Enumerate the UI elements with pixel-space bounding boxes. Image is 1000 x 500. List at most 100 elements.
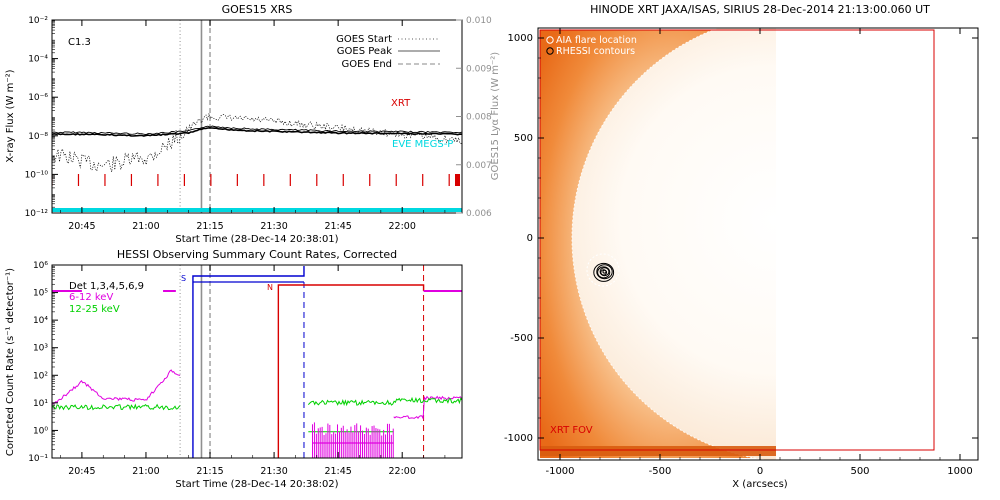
goes-x-tick-label: 21:45 (324, 221, 351, 232)
goes-x-tick-label: 21:15 (196, 221, 223, 232)
xrt-bottom-band (540, 446, 776, 456)
series-xrt (52, 127, 462, 137)
goes-y2-tick-label: 0.010 (466, 16, 492, 26)
goes-y-tick-label: 10⁻¹² (25, 209, 49, 219)
xrt-x-tick-label: -1000 (545, 466, 574, 477)
hessi-saa-bar (192, 266, 305, 458)
rhessi-contour (599, 267, 610, 277)
xrt-y-tick-label: 500 (514, 133, 533, 144)
goes-xrs-panel: GOES15 XRS 10⁻¹² 10⁻¹⁰ 10⁻⁸ 10⁻⁶ 10⁻⁴ 10⁻² 0.… (5, 3, 501, 245)
goes-y2-axis: 0.006 0.007 0.008 0.009 0.010 (456, 16, 492, 219)
legend-aia: AIA flare location (556, 35, 637, 46)
goes-legend: GOES Start GOES Peak GOES End (336, 34, 440, 70)
goes-y2-tick-label: 0.009 (466, 64, 492, 74)
goes-plot-area (52, 20, 462, 213)
legend-aia-marker (546, 36, 554, 44)
hessi-x-tick-label: 21:30 (260, 466, 287, 477)
xrt-fov-label: XRT FOV (550, 425, 593, 436)
goes-frame (51, 19, 463, 214)
hessi-x-tick-label: 20:45 (68, 466, 95, 477)
goes-ylabel: X-ray Flux (W m⁻²) (5, 69, 16, 162)
hessi-attenuator-markers (52, 265, 462, 458)
rhessi-contours (586, 253, 620, 287)
hessi-y-axis: 10⁻¹ 10⁰ 10¹ 10² 10³ 10⁴ 10⁵ 10⁶ (28, 261, 58, 464)
goes-eve-label: EVE MEGS-P (392, 139, 453, 150)
xrt-legend: AIA flare location RHESSI contours (546, 35, 637, 57)
hessi-y-tick-label: 10² (33, 371, 48, 381)
xrt-fov (539, 29, 935, 451)
xrt-y-tick-label: 1000 (508, 33, 533, 44)
hessi-y-tick-label: 10⁰ (33, 426, 48, 436)
xrt-y-axis: -1000 -500 0 500 1000 (504, 33, 978, 444)
hessi-y-tick-label: 10³ (33, 344, 48, 354)
hessi-title: HESSI Observing Summary Count Rates, Cor… (117, 248, 397, 261)
hessi-y-tick-label: 10⁻¹ (28, 454, 48, 464)
hessi-ylabel: Corrected Count Rate (s⁻¹ detector⁻¹) (5, 268, 16, 456)
goes-time-markers (179, 20, 211, 213)
legend-goes-peak: GOES Peak (337, 46, 392, 57)
goes-y2-tick-label: 0.008 (466, 113, 492, 123)
rhessi-contour (596, 264, 613, 280)
legend-rhessi: RHESSI contours (556, 46, 635, 57)
legend-goes-end: GOES End (342, 59, 392, 70)
xrt-image-mask (776, 28, 978, 460)
goes-y2label: GOES15 Lyα Flux (W m⁻²) (490, 52, 501, 180)
xrt-x-tick-label: -500 (649, 466, 672, 477)
hessi-y-tick-label: 10⁴ (33, 316, 48, 326)
xrt-x-axis: -1000 -500 0 500 1000 (545, 28, 973, 477)
xrt-panel: HINODE XRT JAXA/ISAS, SIRIUS 28-Dec-2014… (504, 3, 979, 490)
hessi-x-tick-label: 21:45 (324, 466, 351, 477)
hessi-plot-area (52, 265, 462, 458)
series-xrt-upper (52, 125, 462, 136)
hessi-y-tick-label: 10⁵ (33, 289, 48, 299)
goes-y-tick-label: 10⁻² (28, 16, 48, 26)
aia-flare-circle (586, 253, 620, 287)
goes-x-tick-label: 21:30 (260, 221, 287, 232)
xrt-y-tick-label: 0 (527, 233, 533, 244)
goes-x-tick-label: 22:00 (389, 221, 416, 232)
xrt-x-tick-label: 0 (757, 466, 763, 477)
xrt-x-tick-label: 1000 (947, 466, 972, 477)
hessi-marker-n: N (267, 283, 273, 292)
legend-6-12: 6-12 keV (69, 292, 113, 303)
hessi-panel: HESSI Observing Summary Count Rates, Cor… (5, 248, 463, 490)
goes-x-tick-label: 21:00 (132, 221, 159, 232)
goes-y2-tick-label: 0.006 (466, 209, 492, 219)
series-12-25-kev (52, 396, 462, 458)
goes-y-tick-label: 10⁻⁴ (28, 55, 48, 65)
rhessi-contour (602, 269, 607, 274)
goes-y-tick-label: 10⁻⁸ (28, 132, 48, 142)
goes-xrt-label: XRT (391, 98, 411, 109)
xrt-y-tick-label: -500 (510, 333, 533, 344)
goes-xlabel: Start Time (28-Dec-14 20:38:01) (175, 234, 338, 245)
series-6-12-kev (52, 369, 462, 421)
xrt-y-tick-label: -1000 (504, 433, 533, 444)
hessi-x-tick-label: 22:00 (389, 466, 416, 477)
xrt-x-tick-label: 500 (850, 466, 869, 477)
goes-x-tick-label: 20:45 (68, 221, 95, 232)
goes-y2-tick-label: 0.007 (466, 161, 492, 171)
goes-y-tick-label: 10⁻⁶ (28, 93, 48, 103)
hessi-x-axis: 20:45 21:00 21:15 21:30 21:45 22:00 (60, 265, 446, 477)
legend-rhessi-marker (546, 47, 554, 55)
goes-red-block (455, 174, 460, 186)
goes-y-axis: 10⁻¹² 10⁻¹⁰ 10⁻⁸ 10⁻⁶ 10⁻⁴ 10⁻² (25, 16, 58, 219)
hessi-xlabel: Start Time (28-Dec-14 20:38:02) (175, 479, 338, 490)
rhessi-contour (600, 269, 608, 276)
xrt-xlabel: X (arcsecs) (732, 479, 788, 490)
legend-goes-start: GOES Start (336, 34, 392, 45)
goes-y-tick-label: 10⁻¹⁰ (25, 170, 49, 180)
xrt-title: HINODE XRT JAXA/ISAS, SIRIUS 28-Dec-2014… (590, 3, 930, 16)
goes-red-ticks (52, 174, 460, 186)
hessi-x-tick-label: 21:15 (196, 466, 223, 477)
goes-x-axis: 20:45 21:00 21:15 21:30 21:45 22:00 (60, 20, 446, 232)
rhessi-contour (597, 266, 611, 279)
goes-flare-class: C1.3 (68, 37, 91, 48)
legend-12-25: 12-25 keV (69, 304, 120, 315)
rhessi-contour (593, 262, 615, 282)
hessi-magenta-spikes (312, 422, 394, 458)
hessi-frame (51, 264, 463, 459)
series-eve-megs-p (52, 208, 462, 212)
series-lya (52, 113, 462, 173)
